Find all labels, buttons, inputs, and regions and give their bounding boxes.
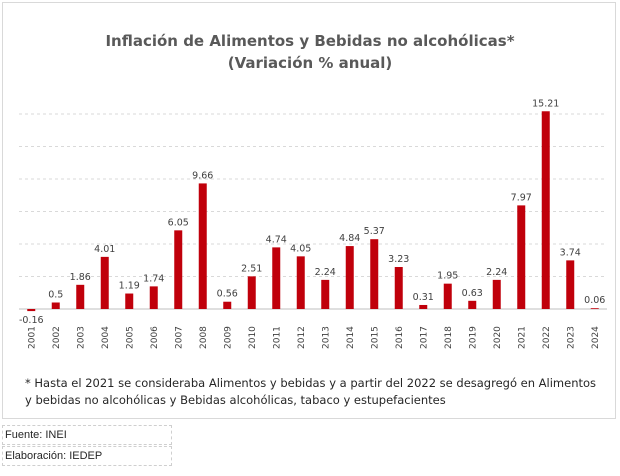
x-tick-label-2007: 2007 (174, 326, 184, 349)
bar-2024 (590, 308, 599, 310)
bar-2014 (345, 246, 354, 309)
bar-2020 (492, 279, 501, 309)
x-tick-label-2009: 2009 (223, 326, 233, 349)
data-label-2002: 0.5 (48, 290, 63, 301)
x-tick-label-2001: 2001 (27, 326, 37, 349)
data-label-2004: 4.01 (94, 244, 115, 255)
bar-2013 (321, 279, 330, 309)
data-label-2009: 0.56 (217, 289, 238, 300)
x-tick-label-2003: 2003 (76, 326, 86, 349)
bar-2006 (149, 286, 158, 309)
data-label-2020: 2.24 (486, 267, 507, 278)
data-label-2006: 1.74 (143, 273, 164, 284)
bar-2019 (468, 300, 477, 309)
data-label-2013: 2.24 (315, 267, 336, 278)
bar-2015 (370, 239, 379, 309)
data-label-2022: 15.21 (532, 98, 559, 109)
data-label-2005: 1.19 (119, 281, 140, 292)
bar-2016 (394, 267, 403, 309)
x-tick-label-2018: 2018 (444, 326, 454, 349)
data-label-2003: 1.86 (70, 272, 91, 283)
bar-2005 (125, 293, 134, 309)
bar-2007 (174, 230, 183, 309)
x-tick-label-2013: 2013 (321, 326, 331, 349)
bar-2021 (517, 205, 526, 309)
chart-title: Inflación de Alimentos y Bebidas no alco… (105, 32, 515, 50)
data-label-2015: 5.37 (364, 226, 385, 237)
data-label-2023: 3.74 (560, 247, 581, 258)
x-tick-label-2002: 2002 (52, 326, 62, 349)
x-tick-label-2006: 2006 (150, 326, 160, 349)
bar-2003 (76, 284, 85, 309)
bar-2004 (100, 256, 109, 309)
footnote-line-1: * Hasta el 2021 se consideraba Alimentos… (25, 376, 597, 390)
x-tick-label-2019: 2019 (468, 326, 478, 349)
data-label-2011: 4.74 (266, 234, 287, 245)
bar-2018 (443, 283, 452, 309)
data-label-2001: -0.16 (19, 315, 44, 326)
x-tick-label-2020: 2020 (493, 326, 503, 349)
data-label-2012: 4.05 (290, 243, 311, 254)
data-label-2016: 3.23 (388, 254, 409, 265)
x-tick-label-2004: 2004 (101, 326, 111, 349)
data-label-2014: 4.84 (339, 233, 360, 244)
x-tick-label-2010: 2010 (248, 326, 258, 349)
data-label-2017: 0.31 (413, 292, 434, 303)
x-tick-label-2023: 2023 (566, 326, 576, 349)
data-label-2024: 0.06 (584, 295, 605, 306)
x-tick-label-2005: 2005 (125, 326, 135, 349)
bar-2011 (272, 247, 281, 309)
data-label-2010: 2.51 (241, 263, 262, 274)
x-tick-label-2015: 2015 (370, 326, 380, 349)
bar-2022 (541, 111, 550, 310)
chart-frame: Inflación de Alimentos y Bebidas no alco… (2, 2, 616, 419)
x-tick-label-2024: 2024 (591, 326, 601, 349)
chart-footnote: * Hasta el 2021 se consideraba Alimentos… (25, 375, 605, 409)
x-tick-label-2016: 2016 (395, 326, 405, 349)
data-label-2008: 9.66 (192, 170, 213, 181)
bar-2008 (198, 183, 207, 309)
chart-subtitle: (Variación % anual) (227, 54, 393, 72)
x-tick-label-2014: 2014 (346, 326, 356, 349)
x-tick-label-2022: 2022 (542, 326, 552, 349)
x-tick-label-2021: 2021 (517, 326, 527, 349)
bar-2010 (247, 276, 256, 309)
elaboration-label: Elaboración: IEDEP (2, 446, 172, 466)
footnote-line-2: y bebidas no alcohólicas y Bebidas alcoh… (25, 393, 446, 407)
data-label-2021: 7.97 (511, 192, 532, 203)
data-label-2007: 6.05 (168, 217, 189, 228)
bar-2009 (223, 301, 232, 309)
x-tick-label-2017: 2017 (419, 326, 429, 349)
bar-2002 (51, 302, 60, 309)
data-label-2018: 1.95 (437, 271, 458, 282)
data-label-2019: 0.63 (462, 288, 483, 299)
bar-2001 (27, 309, 36, 312)
bar-2023 (566, 260, 575, 309)
x-tick-label-2012: 2012 (297, 326, 307, 349)
bar-2012 (296, 256, 305, 309)
source-label: Fuente: INEI (2, 425, 172, 445)
x-tick-label-2011: 2011 (272, 326, 282, 349)
x-tick-label-2008: 2008 (199, 326, 209, 349)
bar-2017 (419, 304, 428, 309)
